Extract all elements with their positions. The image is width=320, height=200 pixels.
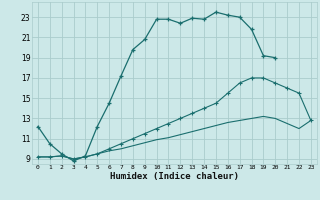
X-axis label: Humidex (Indice chaleur): Humidex (Indice chaleur) xyxy=(110,172,239,181)
